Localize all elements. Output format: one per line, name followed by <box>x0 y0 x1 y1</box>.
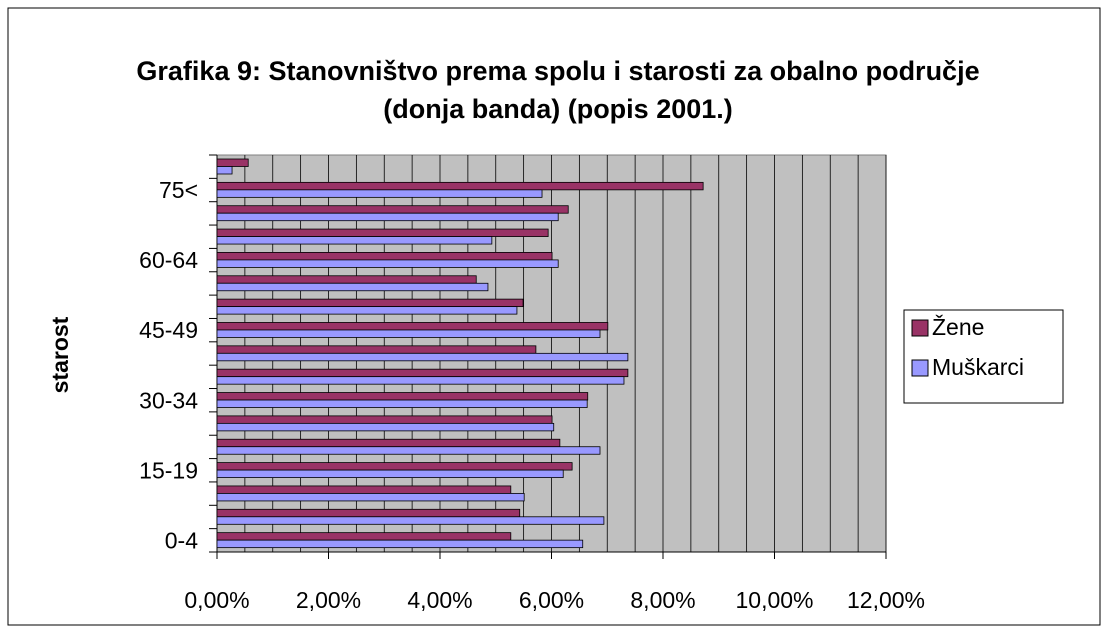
bar <box>216 376 625 385</box>
bar <box>216 422 555 432</box>
bar <box>216 275 477 284</box>
bar <box>216 368 629 378</box>
bar <box>216 259 559 268</box>
bar <box>216 508 521 518</box>
legend-swatch <box>911 359 929 377</box>
bar <box>216 462 573 471</box>
bar <box>216 469 564 478</box>
bar <box>216 181 704 191</box>
x-tick-label: 4,00% <box>407 587 472 613</box>
bar <box>216 306 518 315</box>
bar <box>216 228 549 237</box>
x-tick-label: 12,00% <box>847 587 925 613</box>
y-tick-label: 45-49 <box>139 317 198 343</box>
bar <box>216 252 553 261</box>
bar <box>216 446 601 455</box>
bar <box>216 415 553 424</box>
bar <box>216 539 584 549</box>
bar <box>216 189 543 198</box>
y-tick-label: 0-4 <box>165 527 198 553</box>
legend-label: Muškarci <box>932 354 1024 380</box>
bar <box>216 532 512 541</box>
bar <box>216 205 569 214</box>
y-axis-label: starost <box>47 316 73 393</box>
x-tick-label: 2,00% <box>296 587 361 613</box>
bar <box>216 392 589 401</box>
y-tick-label: 75< <box>159 177 198 203</box>
x-tick-label: 10,00% <box>735 587 813 613</box>
bar <box>216 345 537 354</box>
bar <box>216 399 588 408</box>
y-tick-label: 30-34 <box>139 387 198 413</box>
bar <box>216 329 601 338</box>
chart-title: Grafika 9: Stanovništvo prema spolu i st… <box>136 56 980 124</box>
bar <box>216 516 605 525</box>
legend-swatch <box>911 319 929 337</box>
bar <box>216 166 233 175</box>
bar <box>216 485 512 494</box>
bar <box>216 352 629 362</box>
x-tick-label: 8,00% <box>630 587 695 613</box>
x-tick-label: 6,00% <box>519 587 584 613</box>
bar <box>216 282 489 292</box>
y-tick-label: 60-64 <box>139 247 198 273</box>
legend-label: Žene <box>932 314 984 340</box>
legend-box <box>903 309 1064 404</box>
bar <box>216 158 249 167</box>
y-tick-label: 15-19 <box>139 457 198 483</box>
bar <box>216 493 525 502</box>
bar <box>216 212 559 222</box>
bar <box>216 438 561 448</box>
x-tick-label: 0,00% <box>184 587 249 613</box>
bar <box>216 322 609 331</box>
bar <box>216 298 524 308</box>
bar <box>216 236 493 245</box>
